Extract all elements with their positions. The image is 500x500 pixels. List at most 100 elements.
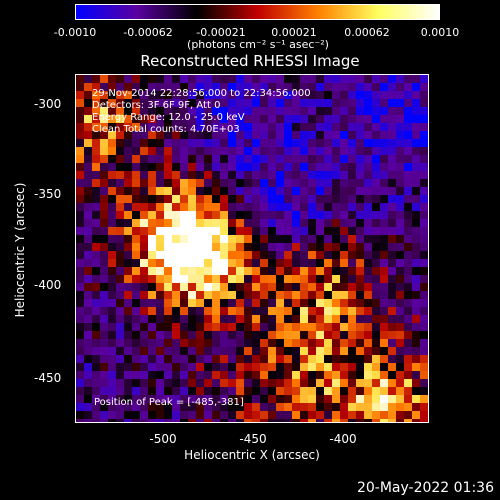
heatmap-pixel <box>340 235 348 243</box>
heatmap-pixel <box>412 275 420 283</box>
heatmap-pixel <box>260 115 268 123</box>
heatmap-pixel <box>340 379 348 387</box>
heatmap-pixel <box>140 235 148 243</box>
heatmap-pixel <box>380 379 388 387</box>
heatmap-pixel <box>228 203 236 211</box>
heatmap-pixel <box>292 259 300 267</box>
heatmap-pixel <box>244 291 252 299</box>
heatmap-pixel <box>180 171 188 179</box>
heatmap-pixel <box>156 259 164 267</box>
heatmap-pixel <box>388 291 396 299</box>
heatmap-pixel <box>412 187 420 195</box>
heatmap-pixel <box>300 331 308 339</box>
heatmap-pixel <box>228 339 236 347</box>
heatmap-pixel <box>148 355 156 363</box>
heatmap-pixel <box>380 347 388 355</box>
heatmap-pixel <box>172 387 180 395</box>
heatmap-pixel <box>212 347 220 355</box>
heatmap-pixel <box>388 155 396 163</box>
heatmap-pixel <box>100 275 108 283</box>
heatmap-pixel <box>204 139 212 147</box>
heatmap-pixel <box>284 419 292 422</box>
heatmap-pixel <box>420 395 428 403</box>
heatmap-pixel <box>348 123 356 131</box>
heatmap-pixel <box>180 291 188 299</box>
heatmap-pixel <box>148 259 156 267</box>
heatmap-pixel <box>324 371 332 379</box>
heatmap-pixel <box>76 403 84 411</box>
heatmap-pixel <box>92 307 100 315</box>
info-line-time: 29-Nov-2014 22:28:56.000 to 22:34:56.000 <box>92 88 311 99</box>
heatmap-pixel <box>196 355 204 363</box>
heatmap-pixel <box>100 267 108 275</box>
heatmap-pixel <box>420 187 428 195</box>
heatmap-pixel <box>164 195 172 203</box>
heatmap-pixel <box>412 355 420 363</box>
heatmap-pixel <box>204 163 212 171</box>
heatmap-pixel <box>84 307 92 315</box>
heatmap-pixel <box>380 355 388 363</box>
heatmap-pixel <box>252 219 260 227</box>
heatmap-pixel <box>380 363 388 371</box>
heatmap-pixel <box>316 275 324 283</box>
image-plot-area[interactable]: 29-Nov-2014 22:28:56.000 to 22:34:56.000… <box>75 74 429 423</box>
heatmap-pixel <box>404 395 412 403</box>
heatmap-pixel <box>84 331 92 339</box>
heatmap-pixel <box>156 171 164 179</box>
heatmap-pixel <box>284 147 292 155</box>
heatmap-pixel <box>356 91 364 99</box>
heatmap-pixel <box>396 195 404 203</box>
heatmap-pixel <box>300 115 308 123</box>
heatmap-pixel <box>164 131 172 139</box>
heatmap-pixel <box>284 187 292 195</box>
heatmap-pixel <box>268 171 276 179</box>
heatmap-pixel <box>284 411 292 419</box>
heatmap-pixel <box>300 75 308 83</box>
heatmap-pixel <box>380 203 388 211</box>
heatmap-pixel <box>404 139 412 147</box>
heatmap-pixel <box>300 291 308 299</box>
x-axis-label: Heliocentric X (arcsec) <box>184 448 320 462</box>
heatmap-pixel <box>76 107 84 115</box>
heatmap-pixel <box>348 267 356 275</box>
heatmap-pixel <box>324 339 332 347</box>
heatmap-pixel <box>404 291 412 299</box>
heatmap-pixel <box>412 155 420 163</box>
heatmap-pixel <box>188 419 196 422</box>
heatmap-pixel <box>156 243 164 251</box>
heatmap-pixel <box>268 331 276 339</box>
heatmap-pixel <box>316 123 324 131</box>
heatmap-pixel <box>372 403 380 411</box>
heatmap-pixel <box>180 259 188 267</box>
heatmap-pixel <box>340 123 348 131</box>
heatmap-pixel <box>300 99 308 107</box>
heatmap-pixel <box>220 331 228 339</box>
heatmap-pixel <box>252 195 260 203</box>
heatmap-pixel <box>244 243 252 251</box>
heatmap-pixel <box>156 395 164 403</box>
heatmap-pixel <box>156 379 164 387</box>
heatmap-pixel <box>396 347 404 355</box>
heatmap-pixel <box>404 339 412 347</box>
heatmap-pixel <box>228 179 236 187</box>
heatmap-pixel <box>364 99 372 107</box>
heatmap-pixel <box>124 291 132 299</box>
heatmap-pixel <box>284 107 292 115</box>
heatmap-pixel <box>372 323 380 331</box>
heatmap-pixel <box>132 75 140 83</box>
heatmap-pixel <box>244 91 252 99</box>
heatmap-pixel <box>76 291 84 299</box>
heatmap-pixel <box>412 379 420 387</box>
heatmap-pixel <box>356 139 364 147</box>
heatmap-pixel <box>300 323 308 331</box>
heatmap-pixel <box>116 403 124 411</box>
heatmap-pixel <box>92 419 100 422</box>
heatmap-pixel <box>180 419 188 422</box>
heatmap-pixel <box>244 219 252 227</box>
heatmap-pixel <box>356 323 364 331</box>
heatmap-pixel <box>92 387 100 395</box>
heatmap-pixel <box>308 203 316 211</box>
heatmap-pixel <box>316 419 324 422</box>
heatmap-pixel <box>164 307 172 315</box>
heatmap-pixel <box>260 235 268 243</box>
